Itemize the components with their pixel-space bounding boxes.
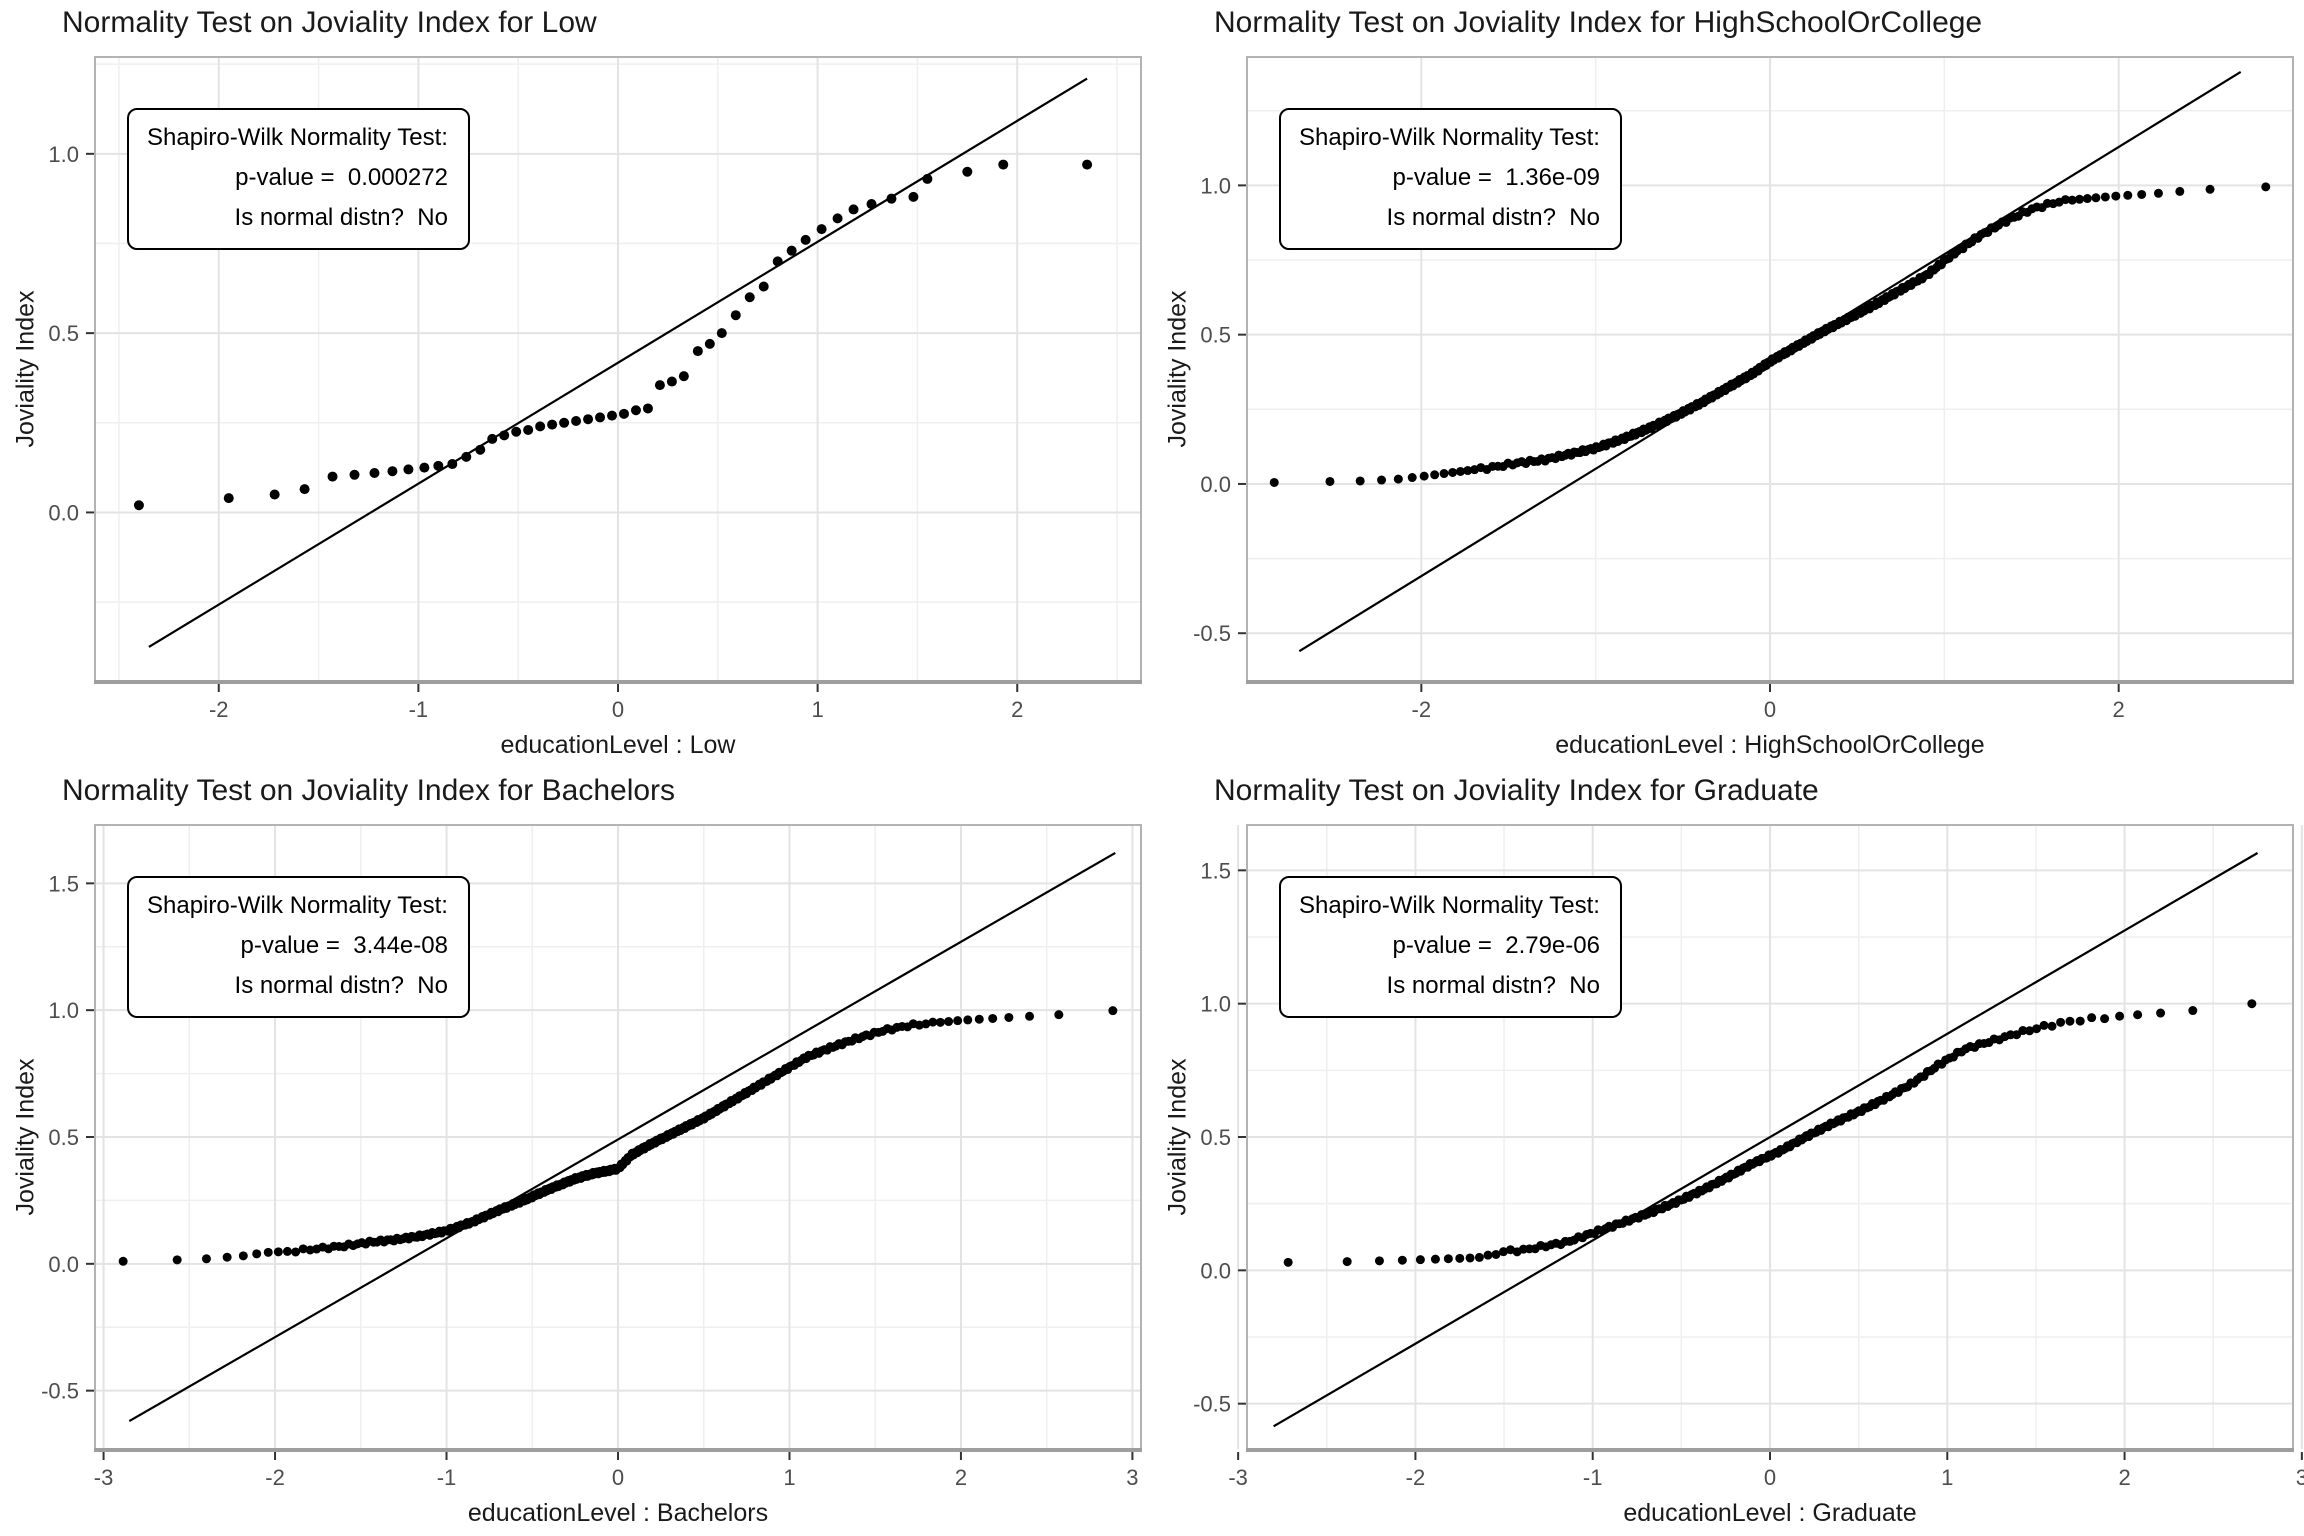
y-tick-labels: -0.5 0.0 0.5 1.0 1.5 xyxy=(1193,858,1231,1416)
gridlines-major xyxy=(1247,57,2293,681)
x-axis-title: educationLevel : Low xyxy=(500,731,736,759)
annotation-test-name: Shapiro-Wilk Normality Test: xyxy=(147,892,448,919)
qq-reference-line xyxy=(148,77,1088,648)
x-tick-label: 3 xyxy=(2296,1465,2304,1490)
x-tick-label: 2 xyxy=(2113,697,2125,722)
y-tick-label: 0.0 xyxy=(1200,472,1231,497)
annotation-is-normal: Is normal distn? No xyxy=(234,972,448,999)
page-title: Normality Test on Joviality Index for Ba… xyxy=(62,774,676,807)
x-tick-label: -2 xyxy=(1406,1465,1426,1490)
x-tick-label: 1 xyxy=(811,697,823,722)
annotation-p-value: p-value = 0.000272 xyxy=(235,164,448,191)
x-tick-label: -2 xyxy=(209,697,229,722)
y-tick-label: 0.5 xyxy=(1200,1125,1231,1150)
qq-points xyxy=(118,1006,1118,1266)
qq-points xyxy=(1283,999,2257,1267)
y-tick-label: 0.5 xyxy=(1200,323,1231,348)
shapiro-annotation-box: Shapiro-Wilk Normality Test: p-value = 3… xyxy=(127,876,470,1018)
x-tick-label: -1 xyxy=(437,1465,457,1490)
qq-plot-low: Normality Test on Joviality Index for Lo… xyxy=(0,0,1152,768)
axis-ticks xyxy=(86,882,1134,1460)
shapiro-annotation-box: Shapiro-Wilk Normality Test: p-value = 2… xyxy=(1279,876,1622,1018)
x-tick-label: -3 xyxy=(1228,1465,1248,1490)
annotation-is-normal: Is normal distn? No xyxy=(1386,204,1600,231)
y-tick-labels: -0.5 0.0 0.5 1.0 1.5 xyxy=(41,871,79,1403)
axis-ticks xyxy=(1238,184,2120,692)
x-tick-label: 0 xyxy=(612,697,624,722)
annotation-test-name: Shapiro-Wilk Normality Test: xyxy=(1299,892,1600,919)
qq-reference-line xyxy=(128,851,1116,1423)
y-tick-label: 0.5 xyxy=(48,1125,79,1150)
y-tick-label: 1.0 xyxy=(1200,992,1231,1017)
y-tick-label: 0.0 xyxy=(48,1252,79,1277)
page-title: Normality Test on Joviality Index for Gr… xyxy=(1214,774,1819,807)
x-tick-label: -2 xyxy=(265,1465,285,1490)
y-tick-labels: -0.5 0.0 0.5 1.0 xyxy=(1193,173,1231,646)
y-tick-label: -0.5 xyxy=(41,1379,79,1404)
x-tick-labels: -3 -2 -1 0 1 2 3 xyxy=(1228,1465,2304,1490)
x-tick-label: 3 xyxy=(1126,1465,1138,1490)
axis-ticks xyxy=(86,152,1019,692)
y-axis-title: Joviality Index xyxy=(11,290,40,448)
page-title: Normality Test on Joviality Index for Lo… xyxy=(62,6,597,39)
page-title: Normality Test on Joviality Index for Hi… xyxy=(1214,6,1983,39)
qq-plot-bachelors: Normality Test on Joviality Index for Ba… xyxy=(0,768,1152,1536)
x-tick-label: 0 xyxy=(612,1465,624,1490)
x-axis-title: educationLevel : HighSchoolOrCollege xyxy=(1555,731,1985,759)
x-tick-label: -1 xyxy=(409,697,429,722)
annotation-test-name: Shapiro-Wilk Normality Test: xyxy=(147,124,448,151)
x-tick-label: 2 xyxy=(955,1465,967,1490)
shapiro-annotation-box: Shapiro-Wilk Normality Test: p-value = 1… xyxy=(1279,108,1622,250)
y-tick-labels: 0.0 0.5 1.0 xyxy=(48,142,79,526)
qq-reference-line xyxy=(1273,852,2259,1428)
y-tick-label: 1.0 xyxy=(1200,173,1231,198)
annotation-is-normal: Is normal distn? No xyxy=(234,204,448,231)
y-tick-label: -0.5 xyxy=(1193,1392,1231,1417)
y-tick-label: 1.5 xyxy=(1200,858,1231,883)
annotation-p-value: p-value = 2.79e-06 xyxy=(1392,932,1600,959)
x-tick-label: 2 xyxy=(2118,1465,2130,1490)
y-axis-title: Joviality Index xyxy=(1163,290,1192,448)
x-tick-label: -3 xyxy=(94,1465,114,1490)
y-axis-title: Joviality Index xyxy=(11,1058,40,1216)
x-tick-labels: -3 -2 -1 0 1 2 3 xyxy=(94,1465,1139,1490)
qq-plot-highschoolorcollege: Normality Test on Joviality Index for Hi… xyxy=(1152,0,2304,768)
y-tick-label: 1.0 xyxy=(48,142,79,167)
y-axis-title: Joviality Index xyxy=(1163,1058,1192,1216)
x-tick-label: -2 xyxy=(1412,697,1432,722)
x-tick-labels: -2 0 2 xyxy=(1412,697,2125,722)
x-tick-label: 1 xyxy=(783,1465,795,1490)
qq-plot-graduate: Normality Test on Joviality Index for Gr… xyxy=(1152,768,2304,1536)
x-tick-label: 1 xyxy=(1941,1465,1953,1490)
qq-points xyxy=(133,159,1093,511)
x-axis-title: educationLevel : Graduate xyxy=(1623,1499,1917,1527)
annotation-p-value: p-value = 1.36e-09 xyxy=(1392,164,1600,191)
x-axis-title: educationLevel : Bachelors xyxy=(467,1499,769,1527)
y-tick-label: 0.5 xyxy=(48,321,79,346)
x-tick-label: 2 xyxy=(1011,697,1023,722)
y-tick-label: 0.0 xyxy=(1200,1258,1231,1283)
y-tick-label: 0.0 xyxy=(48,500,79,525)
annotation-p-value: p-value = 3.44e-08 xyxy=(240,932,448,959)
axis-ticks xyxy=(1237,869,2303,1460)
y-tick-label: 1.5 xyxy=(48,871,79,896)
y-tick-label: -0.5 xyxy=(1193,621,1231,646)
x-tick-label: 0 xyxy=(1764,1465,1776,1490)
x-tick-labels: -2 -1 0 1 2 xyxy=(209,697,1023,722)
qq-points xyxy=(1269,182,2271,487)
annotation-is-normal: Is normal distn? No xyxy=(1386,972,1600,999)
x-tick-label: -1 xyxy=(1583,1465,1603,1490)
annotation-test-name: Shapiro-Wilk Normality Test: xyxy=(1299,124,1600,151)
y-tick-label: 1.0 xyxy=(48,998,79,1023)
shapiro-annotation-box: Shapiro-Wilk Normality Test: p-value = 0… xyxy=(127,108,470,250)
x-tick-label: 0 xyxy=(1764,697,1776,722)
